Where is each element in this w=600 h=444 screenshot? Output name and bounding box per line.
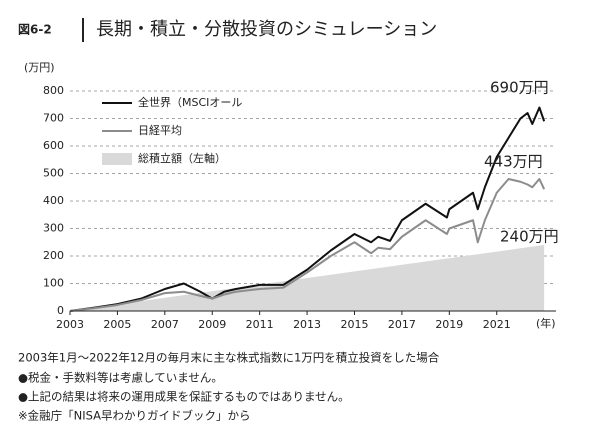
legend-label: 日経平均: [138, 124, 182, 137]
figure-label: 図6-2: [18, 23, 52, 37]
chart-title: 長期・積立・分散投資のシミュレーション: [96, 19, 437, 40]
y-tick-label: 700: [43, 112, 64, 125]
x-tick-label: 2013: [293, 318, 321, 331]
x-tick-label: 2003: [56, 318, 84, 331]
area-series: [70, 245, 545, 311]
annotation: 690万円: [490, 79, 549, 97]
note: ●税金・手数料等は考慮していません。: [18, 371, 223, 385]
x-tick-label: 2009: [198, 318, 226, 331]
line-series: [69, 106, 546, 312]
note: ●上記の結果は将来の運用成果を保証するものではありません。: [18, 390, 350, 404]
plot: 0 100 200 300 400 500 600 700 800 2003 2005 2007 200…: [43, 79, 559, 332]
y-tick-label: 200: [43, 249, 64, 262]
y-unit: (万円): [24, 61, 55, 74]
x-tick-label: 2005: [103, 318, 131, 331]
legend-swatch: [102, 153, 132, 165]
line-series: [69, 178, 546, 312]
x-tick-label: 2011: [246, 318, 274, 331]
x-tick-label: 2015: [340, 318, 368, 331]
y-tick-label: 100: [43, 277, 64, 290]
annotation: 443万円: [484, 153, 543, 171]
x-tick-label: 2019: [435, 318, 463, 331]
y-tick-label: 300: [43, 222, 64, 235]
x-unit: (年): [536, 316, 556, 330]
note: 2003年1月～2022年12月の毎月末に主な株式指数に1万円を積立投資をした場…: [18, 351, 440, 365]
y-tick-label: 500: [43, 167, 64, 180]
y-tick-label: 800: [43, 84, 64, 97]
legend-label: 総積立額（左軸）: [138, 151, 226, 165]
y-tick-label: 400: [43, 194, 64, 207]
y-tick-label: 0: [57, 304, 64, 317]
y-tick-label: 600: [43, 139, 64, 152]
x-tick-label: 2021: [483, 318, 511, 331]
legend-label: 全世界（MSCIオール: [138, 95, 242, 109]
x-tick-label: 2007: [151, 318, 179, 331]
note: ※金融庁「NISA早わかりガイドブック」から: [18, 409, 251, 423]
annotation: 240万円: [500, 228, 559, 246]
x-tick-label: 2017: [388, 318, 416, 331]
